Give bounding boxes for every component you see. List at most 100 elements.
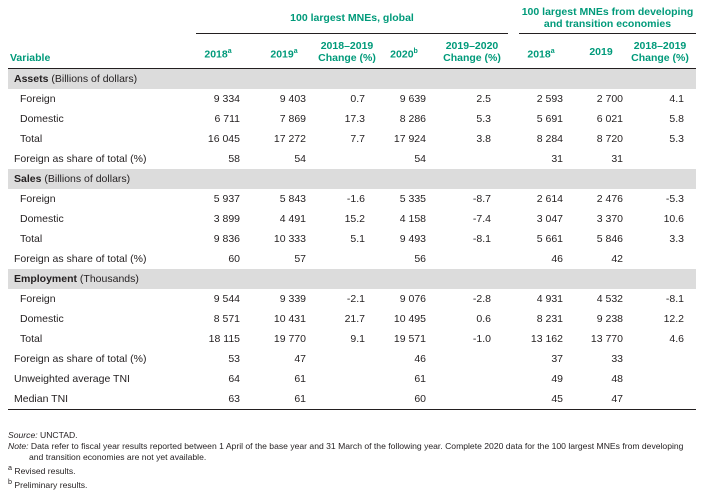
table-cell: 2 593	[536, 93, 563, 105]
section-header-row: Assets (Billions of dollars)	[8, 69, 696, 89]
table-cell: 5.3	[476, 113, 491, 125]
row-label: Total	[20, 233, 43, 245]
row-label: Total	[20, 133, 43, 145]
table-cell: 61	[294, 373, 306, 385]
table-bottom-rule	[8, 409, 696, 410]
table-row: Domestic 6 711 7 869 17.3 8 286 5.3 5 691 6 021…	[8, 109, 696, 129]
table-cell: 33	[611, 353, 623, 365]
table-cell: 3 899	[213, 213, 240, 225]
row-label: Median TNI	[14, 393, 69, 405]
table-cell: 56	[414, 253, 426, 265]
table-cell: 61	[294, 393, 306, 405]
table-cell: 2.5	[476, 93, 491, 105]
row-label: Foreign	[20, 193, 56, 205]
table-cell: 0.6	[476, 313, 491, 325]
table-cell: 3.3	[669, 233, 684, 245]
table-cell: 47	[294, 353, 306, 365]
row-label: Unweighted average TNI	[14, 373, 130, 385]
table-cell: 42	[611, 253, 623, 265]
table-cell: 31	[611, 153, 623, 165]
table-cell: 5 937	[213, 193, 240, 205]
section-label: Assets (Billions of dollars)	[14, 69, 137, 89]
table-cell: 3 047	[536, 213, 563, 225]
table-cell: -1.6	[346, 193, 365, 205]
table-cell: 3 370	[596, 213, 623, 225]
row-label: Foreign as share of total (%)	[14, 153, 147, 165]
section-unit: (Billions of dollars)	[48, 73, 138, 85]
col-header-variable: Variable	[10, 52, 51, 64]
column-header-row: Variable 2018a 2019a 2018–2019 Change (%)…	[8, 34, 696, 68]
col-header-developing-change-2018-2019: 2018–2019 Change (%)	[631, 40, 689, 64]
table-row: Foreign as share of total (%) 53 47 46 37 33	[8, 349, 696, 369]
row-label: Foreign as share of total (%)	[14, 253, 147, 265]
general-note: Note: Data refer to fiscal year results …	[8, 441, 684, 462]
row-label: Domestic	[20, 313, 64, 325]
section-header-row: Employment (Thousands)	[8, 269, 696, 289]
table-cell: 63	[228, 393, 240, 405]
table-body: Assets (Billions of dollars) Foreign 9 334…	[8, 69, 696, 409]
table-cell: 5.8	[669, 113, 684, 125]
table-cell: 9 076	[399, 293, 426, 305]
table-cell: 4 532	[596, 293, 623, 305]
table-notes: Source: UNCTAD. Note: Data refer to fisc…	[8, 430, 698, 491]
row-label: Foreign	[20, 93, 56, 105]
section-title: Sales	[14, 173, 42, 185]
table-cell: 60	[414, 393, 426, 405]
table-cell: 5.3	[669, 133, 684, 145]
table-row: Total 16 045 17 272 7.7 17 924 3.8 8 284 8 720 5…	[8, 129, 696, 149]
table-cell: 17 272	[273, 133, 306, 145]
table-cell: -8.1	[472, 233, 491, 245]
table-cell: 46	[551, 253, 563, 265]
row-label: Total	[20, 333, 43, 345]
section-title: Assets	[14, 73, 49, 85]
table-cell: 6 021	[596, 113, 623, 125]
table-cell: 54	[294, 153, 306, 165]
table-cell: 19 770	[273, 333, 306, 345]
table-cell: 5 661	[536, 233, 563, 245]
row-label: Domestic	[20, 213, 64, 225]
table-cell: 9 836	[213, 233, 240, 245]
section-unit: (Thousands)	[77, 273, 139, 285]
table-cell: 12.2	[663, 313, 684, 325]
table-cell: 9 339	[279, 293, 306, 305]
table-cell: 61	[414, 373, 426, 385]
table-row: Foreign 5 937 5 843 -1.6 5 335 -8.7 2 614 2 476…	[8, 189, 696, 209]
col-header-developing-2019: 2019	[589, 46, 613, 58]
table-cell: -7.4	[472, 213, 491, 225]
table-cell: 9 403	[279, 93, 306, 105]
table-row: Median TNI 63 61 60 45 47	[8, 389, 696, 409]
table-cell: 4 491	[279, 213, 306, 225]
table-cell: 9.1	[350, 333, 365, 345]
table-cell: 13 770	[590, 333, 623, 345]
table-cell: 9 639	[399, 93, 426, 105]
table-cell: 58	[228, 153, 240, 165]
table-cell: 37	[551, 353, 563, 365]
table-cell: 5 846	[596, 233, 623, 245]
table-cell: 16 045	[207, 133, 240, 145]
table-cell: 3.8	[476, 133, 491, 145]
table-cell: 8 286	[399, 113, 426, 125]
table-row: Total 18 115 19 770 9.1 19 571 -1.0 13 162 13 7…	[8, 329, 696, 349]
col-header-global-change-2018-2019: 2018–2019 Change (%)	[318, 40, 376, 64]
table-row: Domestic 3 899 4 491 15.2 4 158 -7.4 3 047 3 37…	[8, 209, 696, 229]
table-cell: 15.2	[344, 213, 365, 225]
table-cell: 17 924	[393, 133, 426, 145]
table-row: Total 9 836 10 333 5.1 9 493 -8.1 5 661 5 846 3.…	[8, 229, 696, 249]
table-cell: 31	[551, 153, 563, 165]
table-cell: 4.6	[669, 333, 684, 345]
footnote-b: b Preliminary results.	[8, 477, 88, 490]
row-label: Foreign	[20, 293, 56, 305]
table-cell: -2.1	[346, 293, 365, 305]
section-unit: (Billions of dollars)	[41, 173, 131, 185]
table-cell: -2.8	[472, 293, 491, 305]
table-cell: 10 333	[273, 233, 306, 245]
section-label: Sales (Billions of dollars)	[14, 169, 130, 189]
table-row: Foreign 9 334 9 403 0.7 9 639 2.5 2 593 2 700 4.…	[8, 89, 696, 109]
table-cell: 9 544	[213, 293, 240, 305]
table-cell: 4 158	[399, 213, 426, 225]
table-cell: 8 720	[596, 133, 623, 145]
col-header-global-change-2019-2020: 2019–2020 Change (%)	[443, 40, 501, 64]
table-row: Domestic 8 571 10 431 21.7 10 495 0.6 8 231 9 2…	[8, 309, 696, 329]
table-cell: 49	[551, 373, 563, 385]
table-cell: 13 162	[530, 333, 563, 345]
